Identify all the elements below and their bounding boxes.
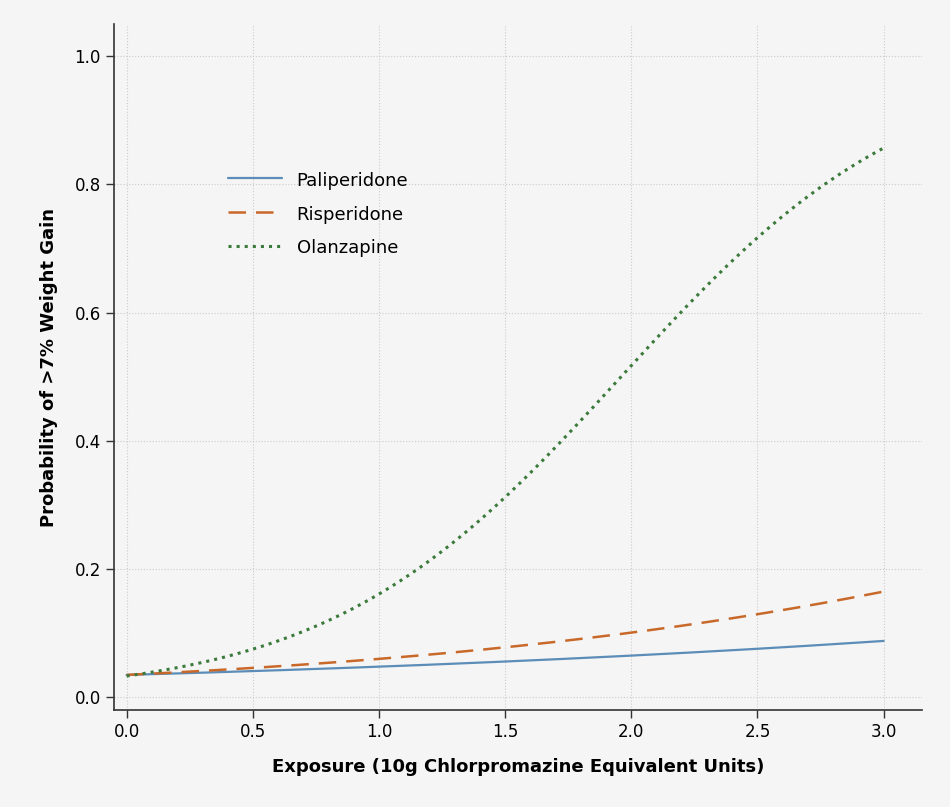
Olanzapine: [671, 312, 682, 321]
Paliperidone: [121, 670, 132, 679]
Risperidone: [212, 665, 223, 675]
Legend: Paliperidone, Risperidone, Olanzapine: Paliperidone, Risperidone, Olanzapine: [228, 170, 408, 257]
Paliperidone: [878, 636, 889, 646]
Risperidone: [368, 654, 379, 664]
Line: Paliperidone: Paliperidone: [126, 641, 884, 675]
Paliperidone: [671, 648, 682, 658]
Olanzapine: [667, 316, 678, 325]
Paliperidone: [368, 662, 379, 671]
Risperidone: [421, 650, 432, 659]
Risperidone: [667, 622, 678, 632]
Risperidone: [598, 631, 609, 641]
Olanzapine: [121, 671, 132, 681]
Line: Risperidone: Risperidone: [126, 592, 884, 675]
Olanzapine: [878, 143, 889, 153]
Risperidone: [671, 621, 682, 631]
Risperidone: [121, 670, 132, 679]
Olanzapine: [598, 392, 609, 402]
X-axis label: Exposure (10g Chlorpromazine Equivalent Units): Exposure (10g Chlorpromazine Equivalent …: [272, 758, 764, 776]
Olanzapine: [421, 558, 432, 568]
Paliperidone: [667, 649, 678, 659]
Paliperidone: [212, 667, 223, 677]
Line: Olanzapine: Olanzapine: [126, 148, 884, 676]
Paliperidone: [598, 652, 609, 662]
Olanzapine: [212, 654, 223, 663]
Y-axis label: Probability of >7% Weight Gain: Probability of >7% Weight Gain: [40, 207, 58, 527]
Risperidone: [878, 587, 889, 596]
Paliperidone: [421, 660, 432, 670]
Olanzapine: [368, 592, 379, 602]
